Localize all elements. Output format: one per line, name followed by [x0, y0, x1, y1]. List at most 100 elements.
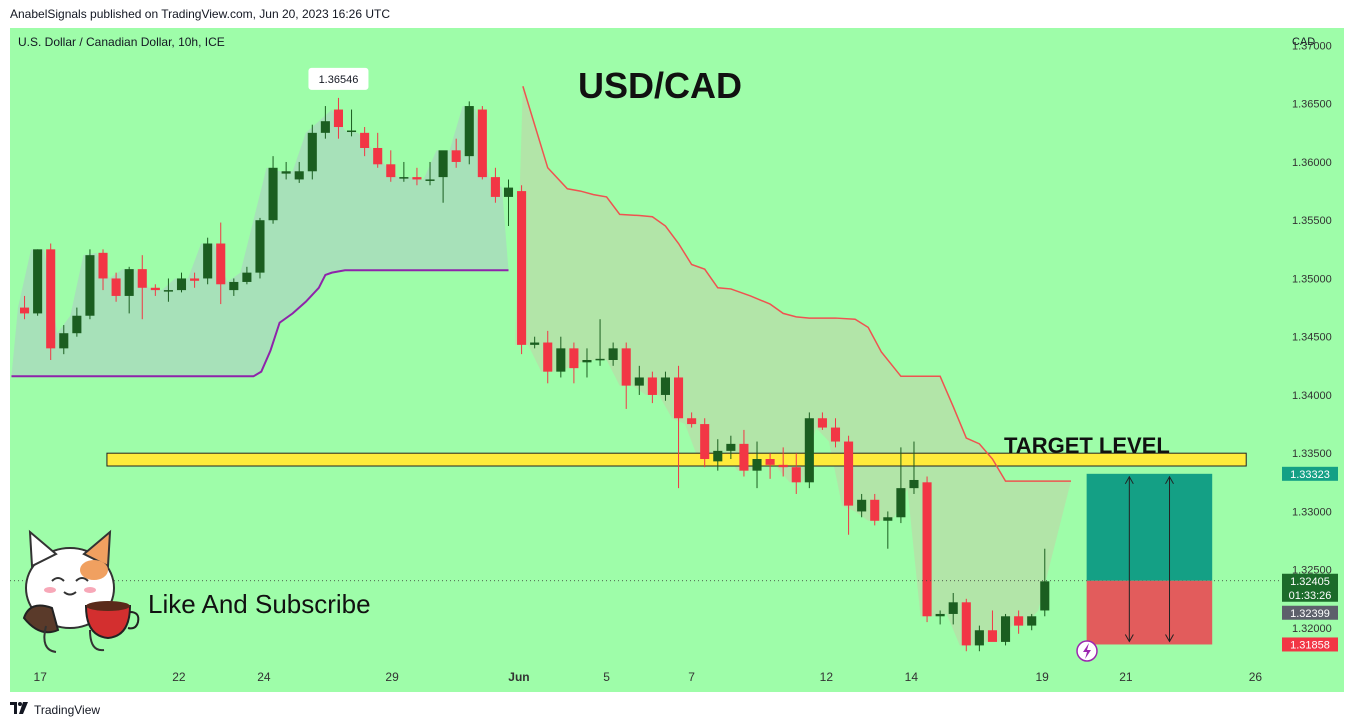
candle-body: [543, 342, 553, 372]
price-label: 1.32405 01:33:26: [1282, 573, 1338, 602]
candle-body: [647, 377, 657, 395]
x-tick-label: 17: [34, 670, 48, 684]
candle-body: [608, 348, 618, 360]
candle: [804, 412, 814, 489]
candle: [163, 278, 173, 302]
price-label-text: 1.31858: [1290, 639, 1330, 651]
chart-title: USD/CAD: [578, 65, 742, 106]
candle: [255, 217, 265, 279]
x-tick-label: Jun: [508, 670, 529, 684]
candle: [229, 278, 239, 296]
candle: [373, 132, 383, 168]
x-tick-label: 12: [820, 670, 834, 684]
candle-body: [503, 187, 514, 197]
y-tick-label: 1.33500: [1292, 448, 1332, 460]
candle: [46, 243, 56, 360]
chart-panel[interactable]: 1.36546 U.S. Dollar / Canadian Dollar, 1…: [10, 28, 1344, 692]
price-label-bg: [1282, 573, 1338, 602]
candle-body: [137, 269, 147, 288]
candle: [98, 249, 108, 291]
chart-svg[interactable]: 1.36546 U.S. Dollar / Canadian Dollar, 1…: [10, 28, 1344, 692]
candle: [33, 249, 43, 316]
price-label: 1.31858: [1282, 637, 1338, 652]
candle-body: [490, 177, 500, 197]
candle: [830, 418, 841, 448]
arrow-head-down: [1124, 634, 1134, 643]
candle: [307, 124, 317, 180]
candle: [150, 284, 160, 296]
high-label-box: [308, 67, 369, 90]
footer-brand[interactable]: TradingView: [34, 702, 101, 717]
candle: [20, 295, 30, 320]
candle: [543, 330, 553, 384]
tradingview-logo-icon[interactable]: [10, 702, 28, 717]
candle: [582, 348, 592, 378]
candle-body: [386, 164, 396, 178]
candle: [320, 106, 330, 139]
target-level-label: TARGET LEVEL: [1004, 433, 1170, 458]
candle-body: [569, 348, 579, 369]
candle-body: [556, 348, 566, 372]
price-label-bg: [1282, 605, 1338, 620]
publisher-line: AnabelSignals published on TradingView.c…: [10, 7, 391, 21]
candle-body: [857, 499, 867, 512]
lightning-icon[interactable]: [1076, 640, 1098, 662]
currency-label: CAD: [1292, 36, 1315, 48]
candle-body: [85, 255, 95, 316]
candle-body: [752, 459, 762, 471]
profit-zone[interactable]: [1086, 473, 1213, 581]
candle: [203, 237, 213, 285]
candle-body: [373, 147, 383, 165]
price-label-text: 1.32405: [1290, 576, 1330, 588]
candle: [124, 266, 134, 314]
candle-body: [203, 243, 213, 279]
candle-body: [896, 488, 906, 518]
candle-body: [150, 287, 160, 291]
candle-body: [948, 602, 958, 614]
candle-body: [72, 315, 82, 334]
candle: [961, 598, 971, 652]
high-label: 1.36546: [319, 74, 359, 86]
candle: [490, 167, 500, 203]
candle: [216, 222, 226, 305]
price-label: 1.33323: [1282, 466, 1338, 481]
candle: [844, 435, 854, 535]
candle-body: [621, 348, 631, 386]
candle: [621, 342, 631, 409]
candle: [72, 307, 82, 337]
price-label-bg: [1282, 637, 1338, 652]
candle-body: [517, 191, 527, 345]
candle: [190, 272, 200, 288]
candle: [1001, 613, 1011, 646]
candle-body: [961, 602, 971, 646]
candle: [634, 365, 644, 395]
loss-zone[interactable]: [1086, 580, 1213, 645]
candle: [137, 255, 147, 320]
candle: [948, 592, 958, 625]
candle-body: [333, 109, 343, 128]
candle-body: [713, 450, 723, 462]
footer-bar: TradingView: [10, 702, 100, 717]
arrow-head-down: [1165, 634, 1174, 643]
y-tick-label: 1.34500: [1292, 332, 1332, 344]
candle: [1040, 548, 1050, 617]
candle-body: [229, 281, 239, 291]
candle: [870, 493, 880, 526]
candle: [347, 109, 357, 137]
candle-body: [530, 342, 540, 345]
candle: [791, 453, 801, 494]
y-tick-label: 1.37000: [1292, 40, 1332, 52]
candle-body: [281, 171, 291, 174]
candle-body: [595, 358, 605, 361]
candle: [647, 371, 657, 404]
candle: [530, 336, 540, 349]
candle: [817, 412, 827, 430]
candle-body: [255, 220, 265, 273]
candle: [700, 418, 710, 468]
candle-body: [909, 479, 919, 489]
candle-body: [804, 418, 814, 483]
y-tick-label: 1.36000: [1292, 157, 1332, 169]
target-zone-rect[interactable]: [106, 452, 1247, 467]
candle-body: [242, 272, 252, 282]
candle: [412, 167, 422, 186]
